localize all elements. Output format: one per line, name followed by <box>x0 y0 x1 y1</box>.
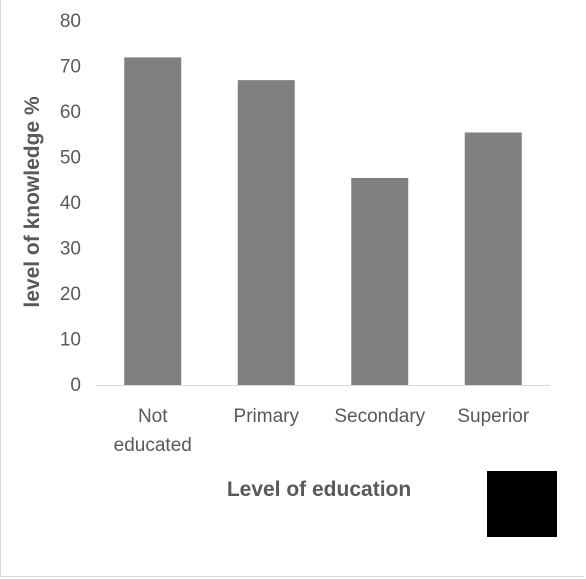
y-tick-label: 80 <box>60 11 81 32</box>
y-axis-ticks: 0 10 20 30 40 50 60 70 80 <box>60 11 81 396</box>
x-axis-title: Level of education <box>227 478 411 501</box>
bar <box>237 80 295 386</box>
y-tick-label: 40 <box>60 193 81 214</box>
y-tick-label: 0 <box>70 375 81 396</box>
x-tick-label-line: Superior <box>457 406 529 427</box>
x-axis-ticks: Not educated Primary Secondary Superior <box>114 406 530 456</box>
y-axis-title: level of knowledge % <box>21 96 44 308</box>
bar <box>124 57 182 386</box>
x-tick-label: Superior <box>457 406 529 427</box>
redaction-box <box>487 471 557 537</box>
x-tick-label-line: Primary <box>234 406 300 427</box>
y-tick-label: 70 <box>60 57 81 78</box>
y-tick-label: 10 <box>60 330 81 351</box>
y-tick-label: 30 <box>60 239 81 260</box>
bar <box>351 177 409 385</box>
x-tick-label-line: Secondary <box>334 406 425 427</box>
x-tick-label: Secondary <box>334 406 425 427</box>
bar <box>464 132 522 385</box>
bars <box>124 57 522 386</box>
x-tick-label-line: educated <box>114 435 192 456</box>
x-tick-label-line: Not <box>138 406 168 427</box>
y-tick-label: 50 <box>60 148 81 169</box>
y-tick-label: 20 <box>60 284 81 305</box>
x-tick-label: Primary <box>234 406 300 427</box>
x-tick-label: Not educated <box>114 406 192 456</box>
y-tick-label: 60 <box>60 102 81 123</box>
